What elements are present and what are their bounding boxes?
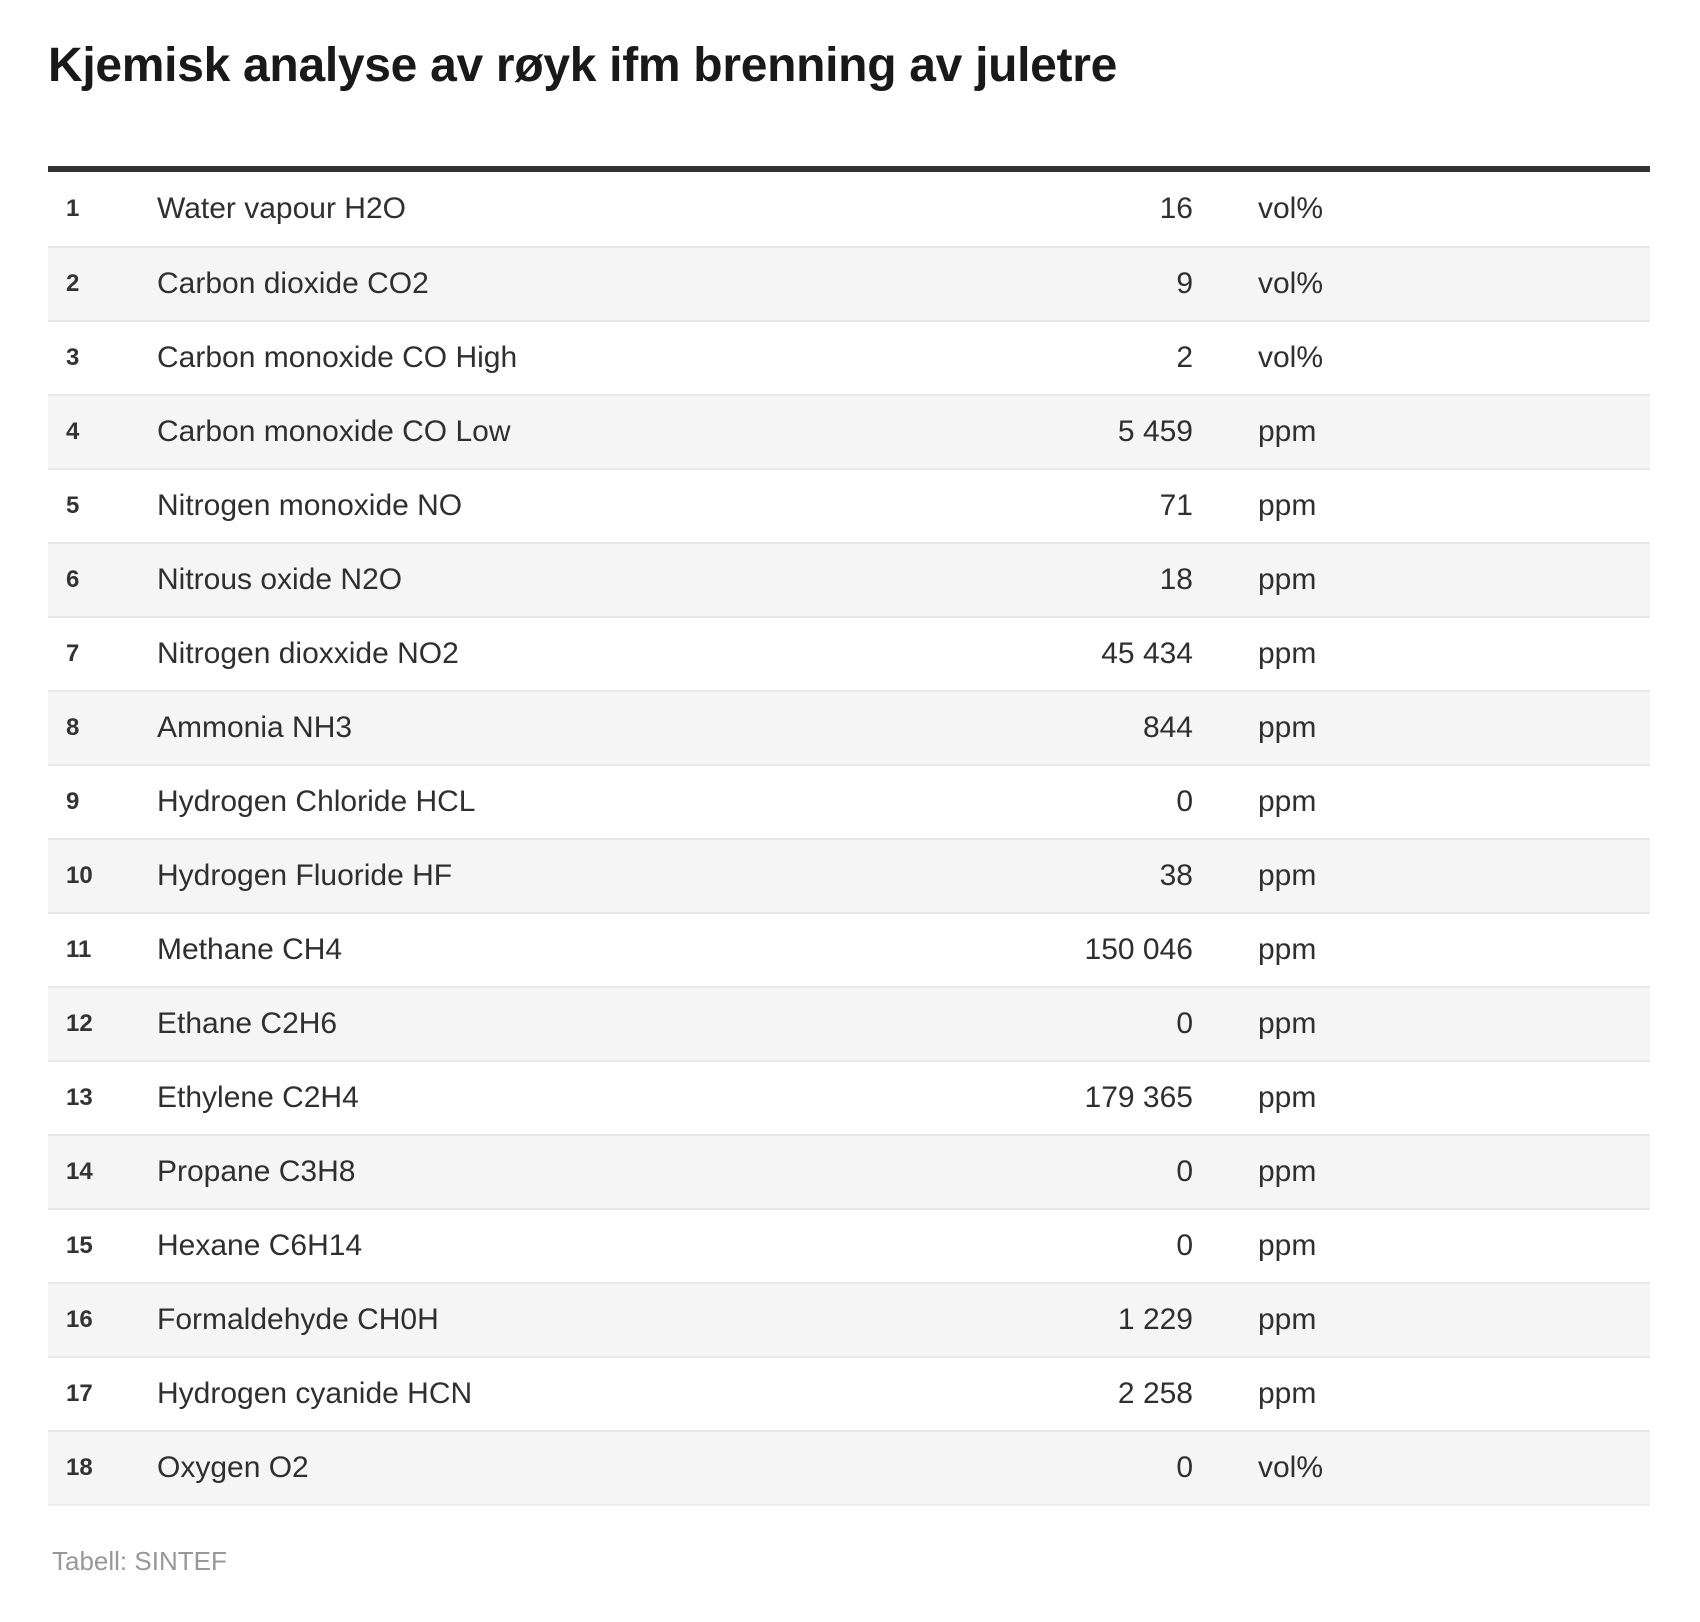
substance-name-cell: Formaldehyde CH0H [157,1305,439,1336]
source-note: Tabell: SINTEF [52,1546,227,1577]
table-row: 8 Ammonia NH3 844 ppm [48,690,1650,765]
row-index-cell: 7 [66,642,80,667]
unit-cell: ppm [1258,713,1317,744]
value-cell: 18 [1159,565,1193,596]
substance-name-cell: Ammonia NH3 [157,713,353,744]
table-row: 7 Nitrogen dioxxide NO2 45 434 ppm [48,616,1650,691]
substance-name-cell: Hydrogen cyanide HCN [157,1379,473,1410]
value-cell: 0 [1176,1009,1193,1040]
unit-cell: vol% [1258,269,1324,300]
row-index-cell: 18 [66,1456,93,1481]
unit-cell: ppm [1258,1231,1317,1262]
substance-name-cell: Nitrogen monoxide NO [157,491,463,522]
unit-cell: ppm [1258,417,1317,448]
table-row: 13 Ethylene C2H4 179 365 ppm [48,1060,1650,1135]
table-row: 1 Water vapour H2O 16 vol% [48,172,1650,247]
substance-name-cell: Ethane C2H6 [157,1009,338,1040]
value-cell: 5 459 [1117,417,1193,448]
unit-cell: ppm [1258,1379,1317,1410]
substance-name-cell: Water vapour H2O [157,194,406,225]
row-index-cell: 11 [66,938,92,963]
substance-name-cell: Hydrogen Chloride HCL [157,787,476,818]
row-index-cell: 3 [66,346,80,371]
row-index-cell: 9 [66,790,80,815]
row-index-cell: 10 [66,864,93,889]
value-cell: 150 046 [1084,935,1193,966]
unit-cell: ppm [1258,1083,1317,1114]
unit-cell: vol% [1258,194,1324,225]
unit-cell: ppm [1258,1009,1317,1040]
table-row: 2 Carbon dioxide CO2 9 vol% [48,246,1650,321]
substance-name-cell: Oxygen O2 [157,1453,309,1484]
value-cell: 16 [1159,194,1193,225]
table-row: 3 Carbon monoxide CO High 2 vol% [48,320,1650,395]
unit-cell: ppm [1258,491,1317,522]
row-index-cell: 6 [66,568,80,593]
substance-name-cell: Carbon monoxide CO Low [157,417,511,448]
unit-cell: ppm [1258,639,1317,670]
substance-name-cell: Ethylene C2H4 [157,1083,359,1114]
value-cell: 71 [1159,491,1193,522]
value-cell: 179 365 [1084,1083,1193,1114]
row-index-cell: 5 [66,494,80,519]
row-index-cell: 12 [66,1012,93,1037]
table-row: 16 Formaldehyde CH0H 1 229 ppm [48,1282,1650,1357]
value-cell: 844 [1142,713,1193,744]
substance-name-cell: Methane CH4 [157,935,343,966]
row-index-cell: 13 [66,1086,93,1111]
row-index-cell: 17 [66,1382,93,1407]
table-row: 5 Nitrogen monoxide NO 71 ppm [48,468,1650,543]
substance-name-cell: Hexane C6H14 [157,1231,363,1262]
substance-name-cell: Hydrogen Fluoride HF [157,861,453,892]
unit-cell: vol% [1258,343,1324,374]
value-cell: 0 [1176,1231,1193,1262]
row-index-cell: 8 [66,716,80,741]
substance-name-cell: Carbon monoxide CO High [157,343,518,374]
table-row: 15 Hexane C6H14 0 ppm [48,1208,1650,1283]
page-title: Kjemisk analyse av røyk ifm brenning av … [48,39,1118,92]
value-cell: 0 [1176,1453,1193,1484]
value-cell: 45 434 [1101,639,1193,670]
substance-name-cell: Nitrous oxide N2O [157,565,403,596]
value-cell: 0 [1176,787,1193,818]
table-row: 14 Propane C3H8 0 ppm [48,1134,1650,1209]
substance-name-cell: Nitrogen dioxxide NO2 [157,639,459,670]
table-row: 11 Methane CH4 150 046 ppm [48,912,1650,987]
table-row: 4 Carbon monoxide CO Low 5 459 ppm [48,394,1650,469]
unit-cell: ppm [1258,1157,1317,1188]
substance-name-cell: Carbon dioxide CO2 [157,269,429,300]
table-row: 9 Hydrogen Chloride HCL 0 ppm [48,764,1650,839]
value-cell: 1 229 [1117,1305,1193,1336]
value-cell: 9 [1176,269,1193,300]
analysis-table: 1 Water vapour H2O 16 vol% 2 Carbon diox… [48,166,1650,1507]
page-container: Kjemisk analyse av røyk ifm brenning av … [48,0,1650,1577]
unit-cell: ppm [1258,861,1317,892]
row-index-cell: 2 [66,272,80,297]
table-row: 17 Hydrogen cyanide HCN 2 258 ppm [48,1356,1650,1431]
table-row: 12 Ethane C2H6 0 ppm [48,986,1650,1061]
row-index-cell: 15 [66,1234,93,1259]
value-cell: 0 [1176,1157,1193,1188]
unit-cell: ppm [1258,565,1317,596]
row-index-cell: 14 [66,1160,93,1185]
row-index-cell: 16 [66,1308,93,1333]
row-index-cell: 4 [66,420,80,445]
substance-name-cell: Propane C3H8 [157,1157,356,1188]
unit-cell: ppm [1258,935,1317,966]
unit-cell: ppm [1258,1305,1317,1336]
unit-cell: ppm [1258,787,1317,818]
table-row: 10 Hydrogen Fluoride HF 38 ppm [48,838,1650,913]
table-row: 6 Nitrous oxide N2O 18 ppm [48,542,1650,617]
value-cell: 2 258 [1117,1379,1193,1410]
table-row: 18 Oxygen O2 0 vol% [48,1430,1650,1505]
row-index-cell: 1 [66,197,80,222]
unit-cell: vol% [1258,1453,1324,1484]
value-cell: 2 [1176,343,1193,374]
value-cell: 38 [1159,861,1193,892]
